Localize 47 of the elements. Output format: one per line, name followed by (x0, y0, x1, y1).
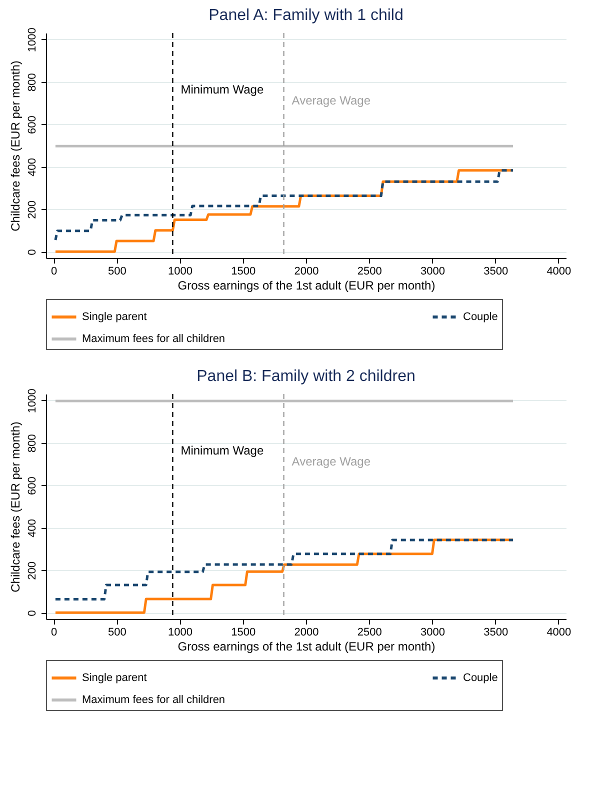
x-tick-label: 500 (108, 626, 126, 638)
chart-title: Panel A: Family with 1 child (208, 7, 404, 24)
x-tick-label: 2000 (294, 266, 319, 278)
x-axis-title: Gross earnings of the 1st adult (EUR per month) (178, 640, 436, 654)
y-tick-label: 1000 (26, 388, 38, 414)
legend-label: Maximum fees for all children (82, 694, 226, 706)
x-tick-label: 2500 (357, 266, 382, 278)
x-tick-label: 4000 (546, 626, 572, 638)
x-tick-label: 1500 (231, 626, 256, 638)
x-tick-label: 1000 (168, 626, 193, 638)
legend-label: Single parent (82, 672, 147, 684)
y-tick-label: 200 (26, 200, 38, 219)
y-tick-label: 0 (26, 249, 38, 256)
x-tick-label: 4000 (546, 266, 572, 278)
x-tick-label: 1000 (168, 266, 193, 278)
legend-label: Maximum fees for all children (82, 333, 226, 345)
y-tick-label: 400 (26, 519, 38, 538)
x-tick-label: 2000 (294, 626, 319, 638)
x-tick-label: 0 (51, 266, 58, 278)
ref-line-label: Average Wage (292, 454, 371, 468)
x-tick-label: 2500 (357, 626, 382, 638)
legend-label: Couple (463, 311, 498, 323)
y-axis-title: Childcare fees (EUR per month) (8, 422, 22, 592)
chart-title: Panel B: Family with 2 children (196, 368, 416, 386)
x-axis-title: Gross earnings of the 1st adult (EUR per month) (178, 278, 436, 292)
y-axis-title: Childcare fees (EUR per month) (8, 60, 22, 232)
x-tick-label: 3500 (484, 626, 508, 638)
x-tick-label: 3000 (420, 626, 445, 638)
y-tick-label: 800 (26, 434, 38, 452)
x-tick-label: 3000 (420, 266, 445, 278)
y-tick-label: 800 (26, 73, 38, 92)
line-series (54, 538, 514, 601)
y-tick-label: 1000 (26, 28, 38, 52)
y-tick-label: 600 (26, 116, 38, 134)
ref-line-label: Average Wage (292, 94, 371, 108)
y-tick-label: 200 (26, 562, 38, 580)
legend-label: Couple (463, 672, 498, 684)
ref-line-label: Minimum Wage (180, 82, 264, 96)
y-tick-label: 600 (26, 476, 38, 495)
ref-line-label: Minimum Wage (180, 443, 264, 458)
x-tick-label: 500 (108, 266, 126, 278)
y-tick-label: 400 (26, 158, 38, 176)
x-tick-label: 3500 (484, 266, 508, 278)
legend-label: Single parent (82, 311, 147, 323)
x-tick-label: 0 (51, 626, 58, 638)
x-tick-label: 1500 (231, 266, 256, 278)
y-tick-label: 0 (26, 610, 38, 616)
